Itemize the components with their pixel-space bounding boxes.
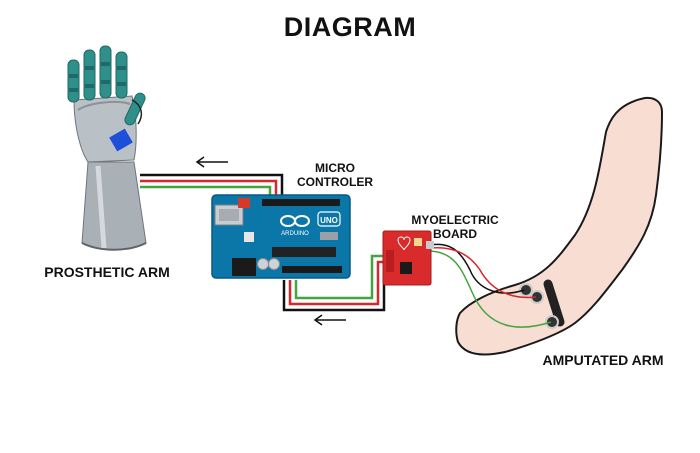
- myoelectric-line-2: BOARD: [433, 227, 477, 241]
- amputated-arm-label: AMPUTATED ARM: [542, 352, 664, 368]
- arduino-board: UNO ARDUINO: [211, 194, 351, 279]
- amputated-arm: [455, 96, 664, 356]
- arduino-text: ARDUINO: [281, 231, 309, 237]
- prosthetic-arm-label: PROSTHETIC ARM: [44, 264, 170, 280]
- bottom-left-arrow-icon: [313, 314, 346, 326]
- myoelectric-board: [382, 230, 434, 286]
- diagram-title: DIAGRAM: [283, 12, 417, 42]
- prosthetic-arm: [67, 45, 147, 251]
- uno-text: UNO: [320, 216, 338, 225]
- myoelectric-line-1: MYOELECTRIC: [411, 213, 499, 227]
- top-left-arrow-icon: [195, 156, 228, 168]
- myoelectric-board-label: MYOELECTRIC BOARD: [400, 213, 510, 241]
- micro-controler-line-1: MICRO: [315, 161, 355, 175]
- electrode-wires: [429, 243, 552, 328]
- micro-controler-line-2: CONTROLER: [297, 175, 373, 189]
- micro-controler-label: MICRO CONTROLER: [290, 161, 380, 189]
